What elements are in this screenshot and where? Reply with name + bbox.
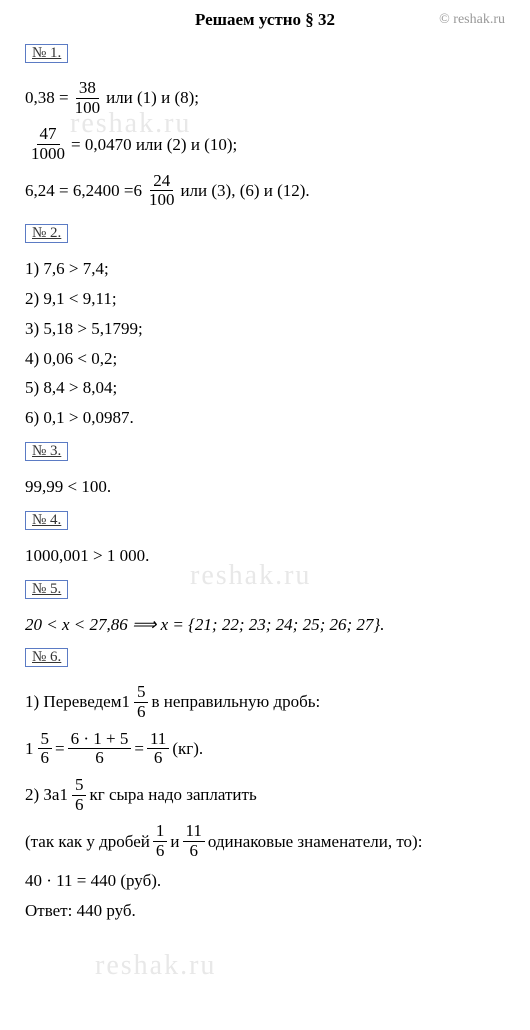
text: одинаковые знаменатели, то): — [208, 831, 423, 853]
fraction: 47 1000 — [28, 125, 68, 163]
p2-i2: 2) 9,1 < 9,11; — [25, 287, 505, 311]
numerator: 5 — [134, 683, 149, 703]
problem-2-num: № 2. — [25, 224, 68, 243]
text: 6,24 = 6,2400 = — [25, 180, 133, 202]
whole: 1 — [59, 784, 68, 806]
fraction: 5 6 — [134, 683, 149, 721]
text: = 0,0470 или (2) и (10); — [71, 134, 237, 156]
text: или (1) и (8); — [106, 87, 199, 109]
denominator: 6 — [151, 749, 166, 768]
p6-l4: (так как у дробей 1 6 и 11 6 одинаковые … — [25, 822, 505, 860]
p2-i6: 6) 0,1 > 0,0987. — [25, 406, 505, 430]
numerator: 11 — [183, 822, 205, 842]
numerator: 5 — [72, 776, 87, 796]
header: Решаем устно § 32 © reshak.ru — [25, 10, 505, 30]
numerator: 24 — [150, 172, 173, 192]
denominator: 100 — [72, 99, 104, 118]
p6-answer: Ответ: 440 руб. — [25, 899, 505, 923]
fraction: 1 6 — [153, 822, 168, 860]
problem-4-num: № 4. — [25, 511, 68, 530]
text: (так как у дробей — [25, 831, 150, 853]
text: (кг). — [172, 738, 203, 760]
p6-l2: 1 5 6 = 6 · 1 + 5 6 = 11 6 (кг). — [25, 730, 505, 768]
mixed-number: 1 5 6 — [25, 730, 55, 768]
fraction: 24 100 — [146, 172, 178, 210]
text: в неправильную дробь: — [151, 691, 320, 713]
numerator: 5 — [38, 730, 53, 750]
numerator: 11 — [147, 730, 169, 750]
problem-6-num: № 6. — [25, 648, 68, 667]
numerator: 38 — [76, 79, 99, 99]
p2-i5: 5) 8,4 > 8,04; — [25, 376, 505, 400]
p6-l3: 2) За 1 5 6 кг сыра надо заплатить — [25, 776, 505, 814]
problem-5-num: № 5. — [25, 580, 68, 599]
whole: 1 — [121, 691, 130, 713]
mixed-number: 6 24 100 — [133, 172, 180, 210]
p2-i3: 3) 5,18 > 5,1799; — [25, 317, 505, 341]
p6-l1: 1) Переведем 1 5 6 в неправильную дробь: — [25, 683, 505, 721]
mixed-number: 1 5 6 — [121, 683, 151, 721]
fraction: 11 6 — [147, 730, 169, 768]
denominator: 6 — [92, 749, 107, 768]
p1-line1: 0,38 = 38 100 или (1) и (8); — [25, 79, 505, 117]
problem-3-num: № 3. — [25, 442, 68, 461]
denominator: 6 — [186, 842, 201, 861]
fraction: 38 100 — [72, 79, 104, 117]
numerator: 47 — [37, 125, 60, 145]
p5-l1: 20 < x < 27,86 ⟹ x = {21; 22; 23; 24; 25… — [25, 613, 505, 637]
denominator: 6 — [38, 749, 53, 768]
eq: = — [55, 738, 65, 760]
p2-i1: 1) 7,6 > 7,4; — [25, 257, 505, 281]
p6-l5: 40 · 11 = 440 (руб). — [25, 869, 505, 893]
denominator: 6 — [72, 796, 87, 815]
p1-line2: 47 1000 = 0,0470 или (2) и (10); — [25, 125, 505, 163]
whole: 6 — [133, 180, 142, 202]
p1-line3: 6,24 = 6,2400 = 6 24 100 или (3), (6) и … — [25, 172, 505, 210]
text: 2) За — [25, 784, 59, 806]
denominator: 1000 — [28, 145, 68, 164]
p2-i4: 4) 0,06 < 0,2; — [25, 347, 505, 371]
problem-1-num: № 1. — [25, 44, 68, 63]
fraction: 5 6 — [38, 730, 53, 768]
fraction: 11 6 — [183, 822, 205, 860]
denominator: 6 — [153, 842, 168, 861]
p3-l1: 99,99 < 100. — [25, 475, 505, 499]
whole: 1 — [25, 738, 34, 760]
p4-l1: 1000,001 > 1 000. — [25, 544, 505, 568]
text: кг сыра надо заплатить — [89, 784, 256, 806]
fraction: 6 · 1 + 5 6 — [68, 730, 132, 768]
text: 0,38 = — [25, 87, 69, 109]
text: или (3), (6) и (12). — [180, 180, 309, 202]
copyright: © reshak.ru — [439, 12, 505, 28]
denominator: 6 — [134, 703, 149, 722]
page-title: Решаем устно § 32 — [195, 10, 335, 30]
fraction: 5 6 — [72, 776, 87, 814]
watermark: reshak.ru — [95, 950, 216, 982]
numerator: 6 · 1 + 5 — [68, 730, 132, 750]
numerator: 1 — [153, 822, 168, 842]
text: 1) Переведем — [25, 691, 121, 713]
denominator: 100 — [146, 191, 178, 210]
eq: = — [134, 738, 144, 760]
text: и — [170, 831, 179, 853]
mixed-number: 1 5 6 — [59, 776, 89, 814]
